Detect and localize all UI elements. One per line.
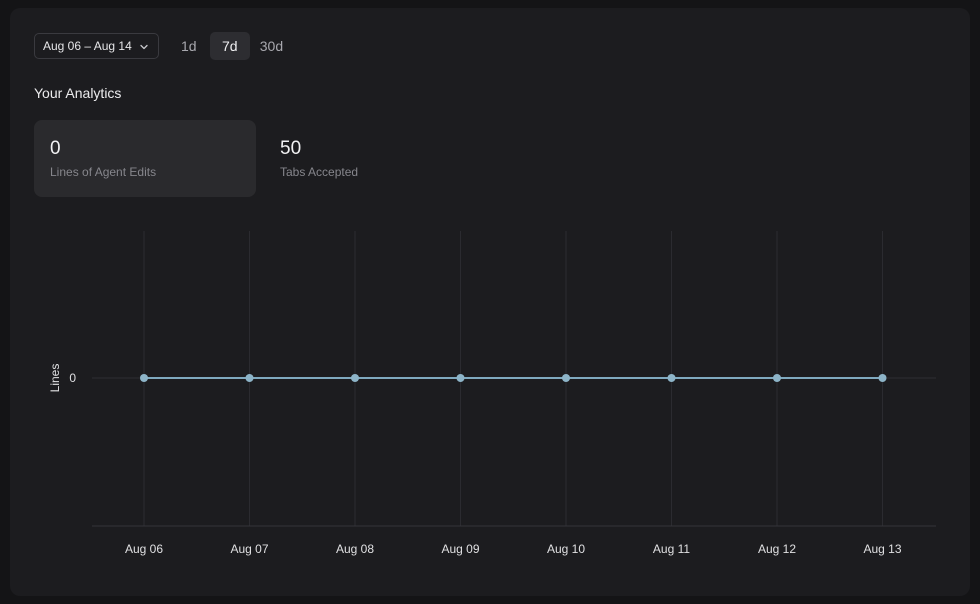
stat-card-agent-edits[interactable]: 0 Lines of Agent Edits bbox=[34, 120, 256, 197]
range-tabs: 1d 7d 30d bbox=[172, 32, 293, 60]
chevron-down-icon bbox=[139, 41, 149, 51]
x-tick-label: Aug 12 bbox=[758, 542, 796, 556]
line-chart: Lines 0 Aug 06 Aug 07 Aug 08 Aug 09 Aug 10 Au… bbox=[48, 231, 936, 556]
y-tick-label: 0 bbox=[69, 371, 76, 385]
analytics-panel: Aug 06 – Aug 14 1d 7d 30d Your Analytics… bbox=[10, 8, 970, 596]
x-tick-label: Aug 10 bbox=[547, 542, 585, 556]
data-point[interactable] bbox=[245, 374, 254, 382]
x-tick-label: Aug 07 bbox=[230, 542, 268, 556]
x-tick-label: Aug 09 bbox=[441, 542, 479, 556]
stat-card-tabs-accepted[interactable]: 50 Tabs Accepted bbox=[264, 120, 464, 197]
range-tab-30d[interactable]: 30d bbox=[259, 38, 284, 54]
data-point[interactable] bbox=[562, 374, 570, 382]
date-range-label: Aug 06 – Aug 14 bbox=[43, 39, 132, 53]
data-point[interactable] bbox=[773, 374, 781, 382]
section-title: Your Analytics bbox=[34, 85, 122, 101]
x-tick-label: Aug 06 bbox=[125, 542, 163, 556]
stat-label: Tabs Accepted bbox=[280, 165, 359, 179]
x-tick-label: Aug 13 bbox=[863, 542, 901, 556]
stat-value: 0 bbox=[50, 138, 61, 159]
toolbar: Aug 06 – Aug 14 1d 7d 30d bbox=[34, 32, 293, 60]
stat-label: Lines of Agent Edits bbox=[50, 165, 157, 179]
data-point[interactable] bbox=[667, 374, 676, 382]
range-tab-7d[interactable]: 7d bbox=[209, 32, 250, 60]
stat-value: 50 bbox=[280, 138, 302, 159]
x-tick-label: Aug 08 bbox=[336, 542, 374, 556]
data-point[interactable] bbox=[456, 374, 465, 382]
range-tab-1d[interactable]: 1d bbox=[180, 38, 197, 54]
data-point[interactable] bbox=[351, 374, 359, 382]
y-axis-label: Lines bbox=[48, 364, 62, 393]
data-point[interactable] bbox=[878, 374, 887, 382]
x-tick-label: Aug 11 bbox=[653, 542, 690, 556]
data-point[interactable] bbox=[140, 374, 148, 382]
date-range-picker[interactable]: Aug 06 – Aug 14 bbox=[34, 33, 159, 59]
